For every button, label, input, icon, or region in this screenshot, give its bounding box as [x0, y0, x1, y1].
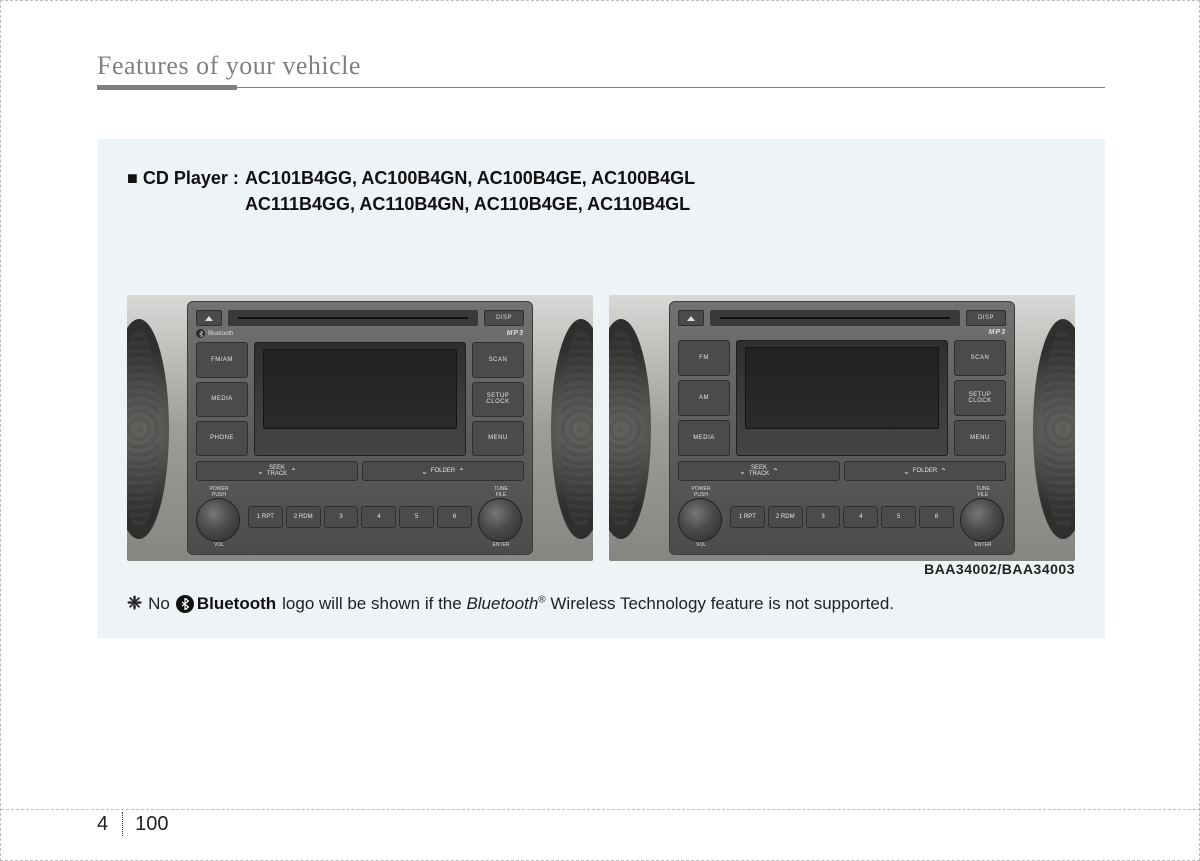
- manual-page: Features of your vehicle ■ CD Player : A…: [97, 51, 1105, 811]
- mode-button[interactable]: SCAN: [472, 342, 524, 377]
- tune-file-knob[interactable]: [478, 498, 522, 542]
- cd-slot: [228, 310, 478, 326]
- mode-button[interactable]: MEDIA: [196, 382, 248, 417]
- figure-codes: BAA34002/BAA34003: [609, 561, 1075, 577]
- tune-file-knob[interactable]: [960, 498, 1004, 542]
- page-border-dash: [1, 809, 1200, 810]
- eject-button[interactable]: [196, 310, 222, 326]
- preset-button[interactable]: 1 RPT: [730, 506, 765, 528]
- bluetooth-badge: Bluetooth: [176, 594, 276, 614]
- heading-bullet: ■: [127, 168, 138, 188]
- preset-button[interactable]: 3: [324, 506, 359, 528]
- preset-button[interactable]: 1 RPT: [248, 506, 283, 528]
- bluetooth-note: ❈ No Bluetooth logo will be shown if the…: [127, 593, 1075, 614]
- title-rule: [97, 85, 1105, 91]
- folder-button[interactable]: ⌄FOLDER⌃: [362, 461, 524, 481]
- mode-button[interactable]: SETUP CLOCK: [954, 380, 1006, 416]
- radio-unit: DISP Bluetooth MP3 FM/AM MEDIA PHONE SCAN SETUP…: [127, 295, 593, 561]
- mp3-label: MP3: [989, 329, 1006, 336]
- note-mid: logo will be shown if the: [282, 594, 466, 613]
- disp-button[interactable]: DISP: [966, 310, 1006, 326]
- power-volume-knob[interactable]: [196, 498, 240, 542]
- preset-button[interactable]: 4: [843, 506, 878, 528]
- power-volume-knob[interactable]: [678, 498, 722, 542]
- preset-button[interactable]: 5: [399, 506, 434, 528]
- registered-mark: ®: [538, 594, 545, 605]
- bluetooth-word: Bluetooth: [197, 594, 276, 614]
- note-symbol: ❈: [127, 593, 142, 614]
- preset-button[interactable]: 6: [437, 506, 472, 528]
- mp3-label: MP3: [507, 330, 524, 337]
- display-screen: [254, 342, 466, 456]
- display-screen: [736, 340, 948, 456]
- footer-divider: [122, 812, 123, 836]
- mode-button[interactable]: MENU: [472, 421, 524, 456]
- figure-left: DISP Bluetooth MP3 FM/AM MEDIA PHONE SCAN SETUP…: [127, 295, 593, 585]
- note-word-no: No: [148, 594, 170, 614]
- figure-right: DISP MP3 FM AM MEDIA SCAN SETUP CLOCK MENU ⌄SEEK…: [609, 295, 1075, 585]
- preset-button[interactable]: 2 RDM: [768, 506, 803, 528]
- mode-button[interactable]: FM/AM: [196, 342, 248, 377]
- bluetooth-icon: [176, 595, 194, 613]
- page-footer: 4 100: [97, 812, 169, 836]
- preset-button[interactable]: 3: [806, 506, 841, 528]
- heading-label-text: CD Player :: [143, 168, 239, 188]
- mode-button[interactable]: FM: [678, 340, 730, 376]
- mode-button[interactable]: MENU: [954, 420, 1006, 456]
- disp-button[interactable]: DISP: [484, 310, 524, 326]
- mode-button[interactable]: SCAN: [954, 340, 1006, 376]
- seek-track-button[interactable]: ⌄SEEK TRACK⌃: [678, 461, 840, 481]
- preset-button[interactable]: 2 RDM: [286, 506, 321, 528]
- mode-button[interactable]: PHONE: [196, 421, 248, 456]
- preset-button[interactable]: 6: [919, 506, 954, 528]
- preset-button[interactable]: 4: [361, 506, 396, 528]
- radio-unit: DISP MP3 FM AM MEDIA SCAN SETUP CLOCK MENU ⌄SEEK…: [609, 295, 1075, 561]
- seek-track-button[interactable]: ⌄SEEK TRACK⌃: [196, 461, 358, 481]
- cd-player-heading: ■ CD Player : AC101B4GG, AC100B4GN, AC10…: [127, 165, 1075, 217]
- models-line-2: AC111B4GG, AC110B4GN, AC110B4GE, AC110B4…: [245, 191, 695, 217]
- page-number: 100: [129, 813, 168, 836]
- bluetooth-indicator: Bluetooth: [196, 329, 233, 338]
- cd-slot: [710, 310, 960, 326]
- models-line-1: AC101B4GG, AC100B4GN, AC100B4GE, AC100B4…: [245, 165, 695, 191]
- mode-button[interactable]: AM: [678, 380, 730, 416]
- preset-button[interactable]: 5: [881, 506, 916, 528]
- eject-button[interactable]: [678, 310, 704, 326]
- figures-row: DISP Bluetooth MP3 FM/AM MEDIA PHONE SCAN SETUP…: [127, 295, 1075, 585]
- mode-button[interactable]: SETUP CLOCK: [472, 382, 524, 417]
- mode-button[interactable]: MEDIA: [678, 420, 730, 456]
- folder-button[interactable]: ⌄FOLDER⌃: [844, 461, 1006, 481]
- content-box: ■ CD Player : AC101B4GG, AC100B4GN, AC10…: [97, 139, 1105, 638]
- bluetooth-italic: Bluetooth: [466, 594, 538, 613]
- section-number: 4: [97, 813, 116, 836]
- section-title: Features of your vehicle: [97, 51, 1105, 81]
- note-tail: Wireless Technology feature is not suppo…: [546, 594, 894, 613]
